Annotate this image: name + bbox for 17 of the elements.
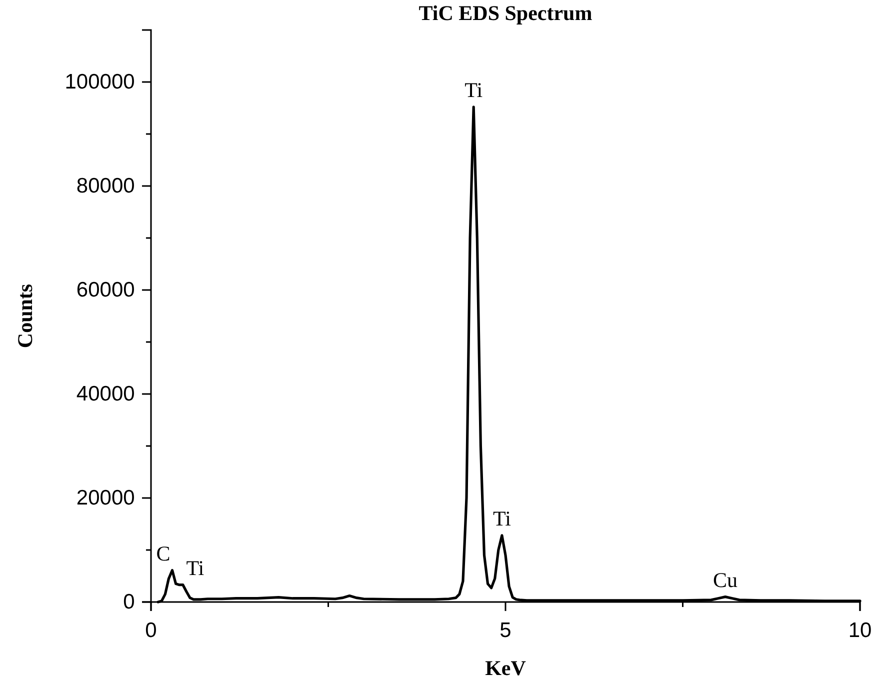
y-tick-label: 0 — [123, 590, 135, 614]
y-tick-label: 100000 — [64, 70, 135, 94]
annotation: Ti — [464, 78, 483, 102]
y-tick-label: 80000 — [76, 174, 135, 198]
y-axis-title: Counts — [13, 284, 37, 348]
annotation: Ti — [492, 506, 512, 530]
chart-title: TiC EDS Spectrum — [418, 1, 593, 25]
y-tick-label: 20000 — [76, 486, 135, 510]
x-axis-title: KeV — [485, 656, 526, 680]
annotation: Ti — [186, 556, 204, 580]
annotation: Cu — [713, 568, 738, 592]
x-tick-label: 0 — [145, 619, 157, 642]
x-tick-label: 5 — [500, 619, 512, 642]
y-tick-label: 40000 — [76, 382, 135, 406]
y-tick-label: 60000 — [76, 278, 135, 302]
x-tick-label: 10 — [848, 619, 872, 642]
annotation: C — [156, 541, 170, 566]
